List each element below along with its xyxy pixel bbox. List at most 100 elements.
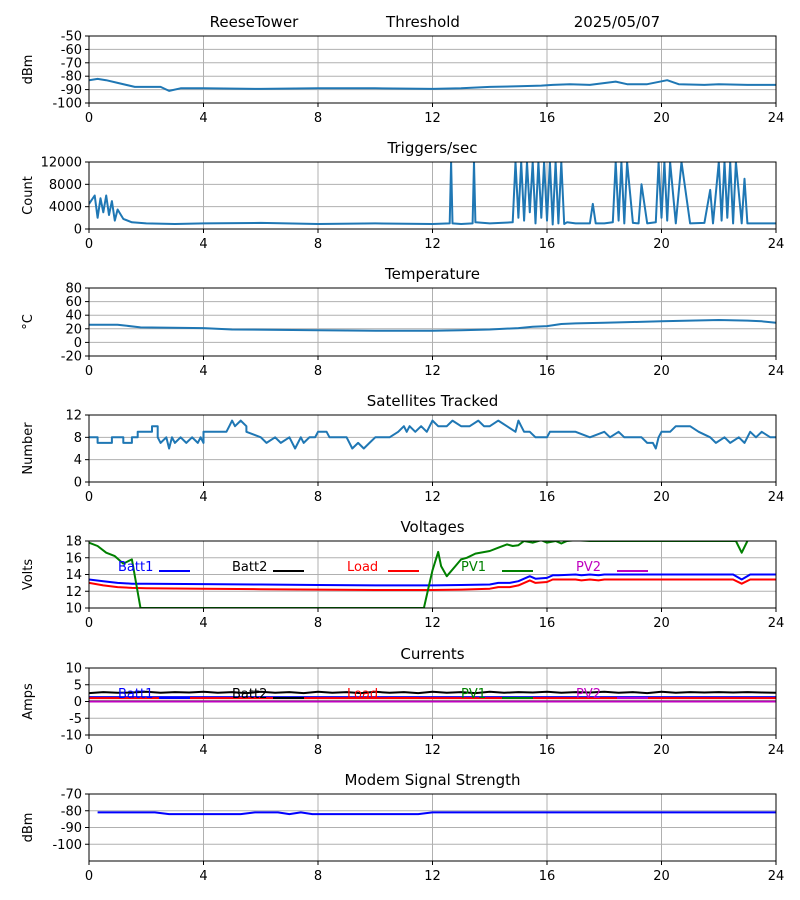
- panel-title: Modem Signal Strength: [345, 771, 521, 789]
- series-line-satellites: [89, 419, 776, 450]
- x-tick-label: 20: [653, 616, 670, 631]
- panel-title: Triggers/sec: [387, 139, 478, 157]
- series-line-load: [89, 578, 776, 591]
- x-tick-label: 24: [768, 616, 785, 631]
- y-tick-label: -80: [61, 70, 82, 85]
- x-tick-label: 16: [539, 364, 556, 379]
- y-tick-label: 12: [65, 585, 82, 600]
- x-tick-label: 0: [85, 869, 93, 884]
- x-tick-label: 8: [314, 111, 322, 126]
- plot-frame: [88, 793, 777, 862]
- y-tick-label: 4: [74, 453, 82, 468]
- legend-label: Batt2: [232, 687, 267, 702]
- series-line-temperature: [89, 319, 776, 332]
- x-tick-label: 20: [653, 869, 670, 884]
- x-tick-label: 0: [85, 364, 93, 379]
- y-tick-label: 0: [74, 223, 82, 238]
- y-tick-label: -80: [61, 804, 82, 819]
- y-tick-label: -100: [52, 97, 82, 112]
- series-line-batt1: [89, 573, 776, 587]
- x-tick-label: 8: [314, 237, 322, 252]
- x-tick-label: 16: [539, 616, 556, 631]
- x-tick-label: 12: [424, 616, 441, 631]
- x-tick-label: 4: [199, 490, 207, 505]
- header-titles: ReeseTower Threshold 2025/05/07: [210, 13, 661, 31]
- x-tick-label: 24: [768, 364, 785, 379]
- x-tick-label: 12: [424, 237, 441, 252]
- x-tick-label: 0: [85, 490, 93, 505]
- plot-frame: [88, 287, 777, 357]
- plot-frame: [88, 35, 777, 104]
- x-tick-label: 20: [653, 237, 670, 252]
- x-tick-label: 24: [768, 490, 785, 505]
- panel-triggers: 0 4 8 12 16 20 24 0 4000 8000 12000 Triggers/sec Cou…: [21, 139, 784, 252]
- x-tick-label: 4: [199, 237, 207, 252]
- y-axis-label: Number: [21, 422, 36, 475]
- y-tick-label: 14: [65, 568, 82, 583]
- series-line-batt2: [89, 690, 776, 695]
- x-tick-label: 16: [539, 490, 556, 505]
- y-tick-label: 60: [65, 295, 82, 310]
- legend-label: Batt2: [232, 560, 267, 575]
- series-line-threshold: [89, 77, 776, 92]
- y-tick-label: 8: [74, 431, 82, 446]
- panel-title: Satellites Tracked: [367, 392, 498, 410]
- panel-modem: 0 4 8 12 16 20 24 -100 -90 -80-70 Modem Signal Str…: [21, 771, 784, 884]
- x-tick-label: 4: [199, 869, 207, 884]
- x-tick-label: 16: [539, 111, 556, 126]
- x-tick-label: 12: [424, 111, 441, 126]
- panel-satellites: 0 4 8 12 16 20 24 0 4 8 12 Satellites Tracked Number: [21, 392, 784, 505]
- x-tick-label: 4: [199, 111, 207, 126]
- y-tick-label: 0: [74, 695, 82, 710]
- legend-label: Batt1: [118, 560, 153, 575]
- y-tick-label: 0: [74, 476, 82, 491]
- y-tick-label: 10: [65, 662, 82, 677]
- x-tick-label: 16: [539, 869, 556, 884]
- panel-title: Temperature: [384, 265, 480, 283]
- y-tick-label: 20: [65, 322, 82, 337]
- y-tick-label: 10: [65, 602, 82, 617]
- legend-label: PV1: [461, 560, 486, 575]
- x-tick-label: 20: [653, 111, 670, 126]
- header-date: 2025/05/07: [574, 13, 660, 31]
- y-tick-label: 16: [65, 551, 82, 566]
- y-axis-label: Volts: [21, 559, 36, 591]
- y-tick-label: -20: [61, 350, 82, 365]
- y-tick-label: 12000: [41, 156, 82, 171]
- x-tick-label: 12: [424, 743, 441, 758]
- plot-frame: [88, 161, 777, 230]
- y-tick-label: -70: [61, 788, 82, 803]
- plot-frame: [88, 414, 777, 483]
- y-tick-label: -100: [52, 838, 82, 853]
- x-tick-label: 16: [539, 743, 556, 758]
- header-plot-title: Threshold: [385, 13, 460, 31]
- panel-threshold: 0 4 8 12 16 20 24 -100-90-80-70-60-50 dBm: [21, 30, 784, 127]
- x-tick-label: 24: [768, 869, 785, 884]
- x-tick-label: 12: [424, 364, 441, 379]
- x-tick-label: 24: [768, 743, 785, 758]
- x-tick-label: 8: [314, 364, 322, 379]
- x-tick-label: 20: [653, 490, 670, 505]
- x-tick-label: 20: [653, 364, 670, 379]
- x-tick-label: 24: [768, 111, 785, 126]
- y-tick-label: -5: [69, 712, 82, 727]
- plot-frame: [88, 540, 777, 609]
- series-line-modem: [97, 811, 776, 816]
- y-tick-label: 5: [74, 678, 82, 693]
- legend-label: PV2: [576, 560, 601, 575]
- y-tick-label: -50: [61, 30, 82, 45]
- x-tick-label: 12: [424, 869, 441, 884]
- y-axis-label: dBm: [21, 55, 36, 85]
- panel-currents: 0 4 8 12 16 20 24 -10 -5 0 510 Currents Amps Batt1 Bat…: [21, 645, 784, 758]
- x-tick-label: 8: [314, 616, 322, 631]
- y-tick-label: 12: [65, 409, 82, 424]
- x-tick-label: 0: [85, 111, 93, 126]
- y-tick-label: 40: [65, 309, 82, 324]
- series-line-triggers: [89, 162, 776, 226]
- x-tick-label: 8: [314, 869, 322, 884]
- y-tick-label: -10: [61, 729, 82, 744]
- y-tick-label: -70: [61, 56, 82, 71]
- panel-title: Voltages: [400, 518, 464, 536]
